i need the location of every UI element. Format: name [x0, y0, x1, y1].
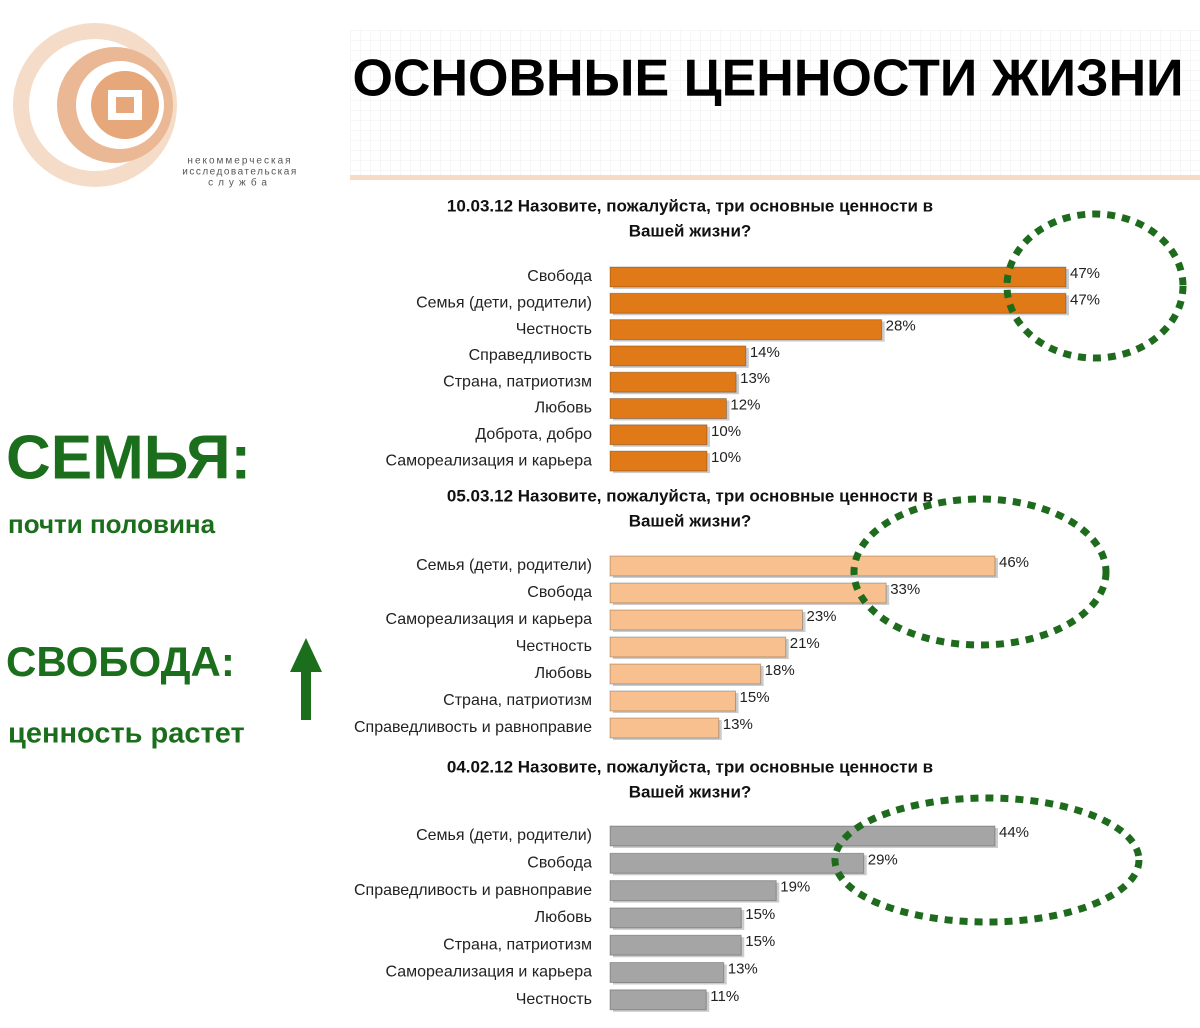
chart-title: Вашей жизни? [629, 221, 752, 240]
highlights [831, 210, 1187, 926]
bar [609, 266, 1067, 288]
value-label: 29% [868, 851, 898, 868]
bar [609, 292, 1067, 314]
category-label: Свобода [527, 268, 592, 285]
bar [609, 424, 708, 446]
category-label: Любовь [535, 400, 592, 417]
side-headline: СВОБОДА: [6, 638, 235, 685]
category-label: Страна, патриотизм [443, 373, 592, 390]
side-note: почти половина [8, 509, 216, 539]
chart-title: 04.02.12 Назовите, пожалуйста, три основ… [447, 757, 933, 776]
bar [609, 907, 742, 929]
category-label: Справедливость и равноправие [354, 719, 592, 736]
value-label: 13% [723, 716, 753, 733]
value-label: 11% [710, 988, 739, 1005]
bar [609, 609, 803, 631]
bar [609, 717, 720, 739]
value-label: 33% [890, 581, 920, 598]
value-label: 15% [745, 906, 775, 923]
category-label: Семья (дети, родители) [416, 295, 592, 312]
header-rule [350, 175, 1200, 180]
category-label: Самореализация и карьера [385, 964, 592, 981]
chart-title: 05.03.12 Назовите, пожалуйста, три основ… [447, 486, 933, 505]
value-label: 47% [1070, 265, 1100, 282]
category-label: Любовь [535, 909, 592, 926]
bar [609, 989, 707, 1011]
value-label: 18% [765, 662, 795, 679]
chart-title: Вашей жизни? [629, 782, 752, 801]
category-label: Любовь [535, 665, 592, 682]
category-label: Семья (дети, родители) [416, 827, 592, 844]
up-arrow [290, 638, 322, 720]
value-label: 46% [999, 554, 1029, 571]
value-label: 15% [745, 933, 775, 950]
logo-text: исследовательская [182, 167, 298, 178]
value-label: 47% [1070, 291, 1100, 308]
bar [609, 663, 762, 685]
bar [609, 852, 865, 874]
category-label: Свобода [527, 584, 592, 601]
category-label: Справедливость и равноправие [354, 882, 592, 899]
bar [609, 582, 887, 604]
header-pattern [350, 30, 1200, 178]
category-label: Страна, патриотизм [443, 692, 592, 709]
chart-title: Вашей жизни? [629, 511, 752, 530]
logo-text: некоммерческая [187, 156, 292, 167]
chart-title: 10.03.12 Назовите, пожалуйста, три основ… [447, 196, 933, 215]
category-label: Доброта, добро [475, 426, 592, 443]
bar [609, 825, 996, 847]
value-label: 23% [807, 608, 837, 625]
value-label: 10% [711, 449, 741, 466]
category-label: Страна, патриотизм [443, 936, 592, 953]
bar [609, 636, 787, 658]
category-label: Свобода [527, 855, 592, 872]
value-label: 13% [740, 370, 770, 387]
category-label: Честность [516, 991, 592, 1008]
bar [609, 962, 725, 983]
category-label: Справедливость [469, 347, 592, 364]
logo [13, 23, 177, 187]
logo-text: служба [208, 177, 272, 189]
value-label: 10% [711, 423, 741, 440]
bar [609, 934, 742, 956]
side-headline: СЕМЬЯ: [6, 423, 251, 492]
bar [609, 398, 727, 419]
category-label: Честность [516, 321, 592, 338]
bar [609, 690, 737, 712]
category-label: Самореализация и карьера [385, 611, 592, 628]
bar [609, 371, 737, 393]
category-label: Семья (дети, родители) [416, 557, 592, 574]
category-label: Честность [516, 638, 592, 655]
bar [609, 450, 708, 472]
page-title: ОСНОВНЫЕ ЦЕННОСТИ ЖИЗНИ [352, 50, 1183, 108]
value-label: 44% [999, 824, 1029, 841]
value-label: 15% [740, 689, 770, 706]
side-note: ценность растет [8, 718, 245, 750]
bar [609, 345, 747, 367]
value-label: 13% [728, 960, 758, 977]
value-label: 14% [750, 344, 780, 361]
value-label: 28% [886, 318, 916, 335]
bar [609, 555, 996, 577]
charts: 10.03.12 Назовите, пожалуйста, три основ… [354, 196, 1100, 1012]
category-label: Самореализация и карьера [385, 452, 592, 469]
value-label: 21% [790, 635, 820, 652]
value-label: 19% [780, 879, 810, 896]
bar [609, 319, 883, 341]
value-label: 12% [730, 396, 760, 413]
bar [609, 880, 777, 902]
